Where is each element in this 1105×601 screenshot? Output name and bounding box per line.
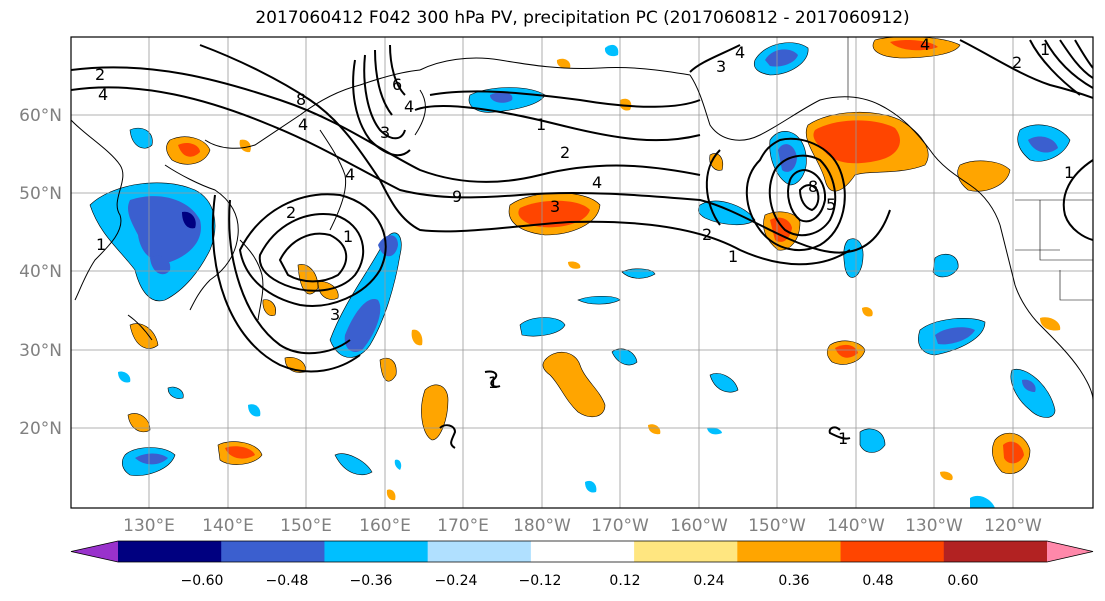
contour-label: 8 bbox=[296, 90, 306, 109]
lat-label: 30°N bbox=[19, 341, 62, 361]
map-title: 2017060412 F042 300 hPa PV, precipitatio… bbox=[255, 8, 910, 28]
contour-label: 1 bbox=[728, 247, 738, 266]
colorbar-tick-label: 0.48 bbox=[862, 573, 893, 589]
colorbar-swatch bbox=[943, 541, 1048, 562]
lon-label: 170°E bbox=[437, 516, 489, 536]
lat-label: 50°N bbox=[19, 184, 62, 204]
lon-label: 160°W bbox=[670, 516, 728, 536]
colorbar-swatch bbox=[737, 541, 842, 562]
colorbar-tick-label: 0.24 bbox=[693, 573, 724, 589]
colorbar-extend-high bbox=[1047, 541, 1093, 562]
lon-label: 130°E bbox=[123, 516, 175, 536]
contour-label: 6 bbox=[392, 75, 402, 94]
contour-label: 1 bbox=[96, 235, 106, 254]
contour-label: 1 bbox=[838, 429, 848, 448]
lon-label: 180°W bbox=[513, 516, 571, 536]
colorbar-tick-label: −0.60 bbox=[181, 573, 224, 589]
contour-label: 4 bbox=[920, 35, 930, 54]
colorbar-tick-label: −0.48 bbox=[266, 573, 309, 589]
contour-label: 1 bbox=[343, 227, 353, 246]
contour-label: 8 bbox=[808, 177, 818, 196]
colorbar-swatch bbox=[324, 541, 429, 562]
lon-label: 120°W bbox=[984, 516, 1042, 536]
colorbar-swatch bbox=[840, 541, 945, 562]
lon-label: 170°W bbox=[591, 516, 649, 536]
colorbar-swatch bbox=[221, 541, 325, 562]
lon-label: 150°E bbox=[280, 516, 332, 536]
contour-label: 2 bbox=[1012, 53, 1022, 72]
colorbar-tick-label: 0.12 bbox=[609, 573, 640, 589]
colorbar-extend-low bbox=[71, 541, 118, 562]
contour-label: 3 bbox=[380, 123, 390, 142]
lat-label: 60°N bbox=[19, 106, 62, 126]
lon-label: 160°E bbox=[359, 516, 411, 536]
lat-label: 20°N bbox=[19, 419, 62, 439]
lon-label: 130°W bbox=[905, 516, 963, 536]
contour-labels: 2 4 1 8 4 4 3 1 2 4 2 1 3 1 2 4 9 3 2 1 … bbox=[95, 35, 1074, 448]
contour-label: 4 bbox=[345, 165, 355, 184]
borders bbox=[847, 37, 1093, 301]
contour-label: 3 bbox=[716, 57, 726, 76]
pv-contours bbox=[71, 39, 1093, 449]
contour-label: 5 bbox=[826, 195, 836, 214]
lon-label: 140°W bbox=[827, 516, 885, 536]
colorbar-swatch bbox=[427, 541, 532, 562]
colorbar bbox=[70, 540, 1094, 563]
contour-label: 2 bbox=[702, 225, 712, 244]
contour-label: 1 bbox=[536, 115, 546, 134]
lon-label: 140°E bbox=[202, 516, 254, 536]
contour-label: 9 bbox=[452, 187, 462, 206]
contour-label: 1 bbox=[1064, 163, 1074, 182]
contour-label: 2 bbox=[560, 143, 570, 162]
lon-axis: 130°E 140°E 150°E 160°E 170°E 180°W 170°… bbox=[123, 516, 1042, 536]
contour-label: 2 bbox=[286, 203, 296, 222]
contour-label: 4 bbox=[98, 85, 108, 104]
colorbar-swatch bbox=[634, 541, 738, 562]
map-frame bbox=[70, 36, 1094, 509]
colorbar-swatch bbox=[118, 541, 222, 562]
map-area bbox=[71, 37, 1093, 508]
colorbar-tick-label: 0.36 bbox=[778, 573, 809, 589]
contour-label: 4 bbox=[404, 97, 414, 116]
colorbar-tick-label: −0.36 bbox=[350, 573, 393, 589]
lon-label: 150°W bbox=[748, 516, 806, 536]
colorbar-swatch bbox=[530, 541, 635, 562]
coastlines bbox=[71, 57, 1093, 401]
contour-label: 1 bbox=[1040, 40, 1050, 59]
lat-axis: 60°N 50°N 40°N 30°N 20°N bbox=[19, 106, 62, 439]
contour-label: 4 bbox=[735, 43, 745, 62]
colorbar-outline bbox=[70, 540, 1094, 563]
contour-label: 2 bbox=[95, 65, 105, 84]
colorbar-tick-label: 0.60 bbox=[947, 573, 978, 589]
lat-label: 40°N bbox=[19, 262, 62, 282]
colorbar-ticks: −0.60 −0.48 −0.36 −0.24 −0.12 0.12 0.24 … bbox=[181, 573, 979, 589]
contour-label: 4 bbox=[298, 115, 308, 134]
colorbar-tick-label: −0.24 bbox=[435, 573, 478, 589]
contour-label: 1 bbox=[488, 373, 498, 392]
contour-label: 3 bbox=[550, 197, 560, 216]
colorbar-tick-label: −0.12 bbox=[519, 573, 562, 589]
contour-label: 4 bbox=[592, 173, 602, 192]
graticule bbox=[71, 37, 1093, 508]
contour-label: 3 bbox=[330, 305, 340, 324]
